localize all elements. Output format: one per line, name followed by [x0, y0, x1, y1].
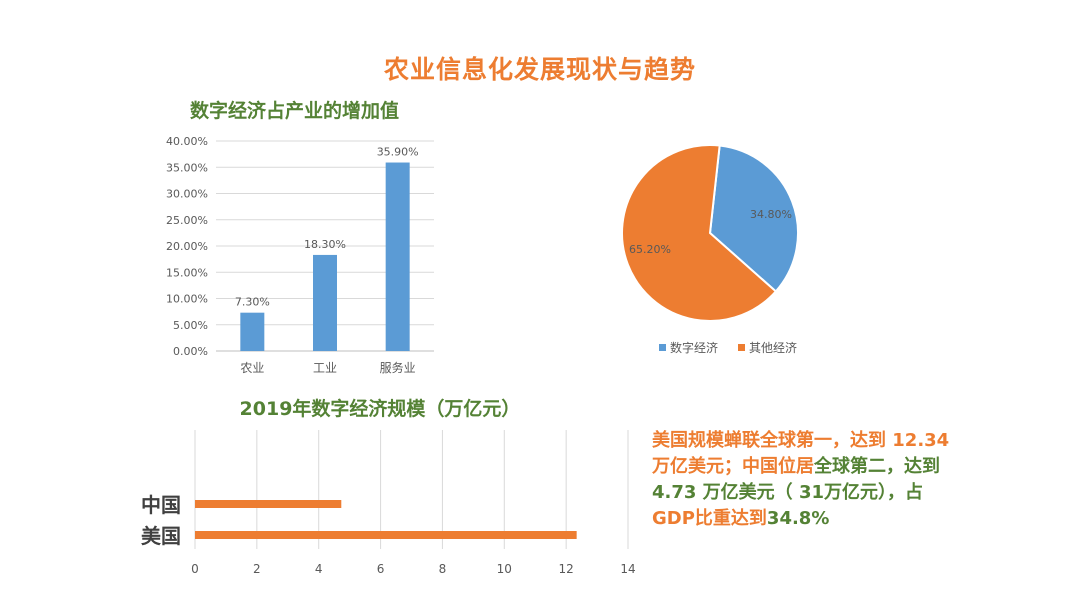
bar: [240, 312, 265, 351]
y-category-label: 中国: [141, 493, 181, 517]
x-tick-label: 10: [497, 562, 512, 576]
y-tick-label: 40.00%: [166, 135, 208, 148]
bar: [313, 254, 337, 351]
pie-slice: [708, 144, 799, 293]
hbar: [195, 531, 577, 539]
bar-chart-title: 数字经济占产业的增加值: [190, 100, 400, 122]
description-line-1: 美国规模蝉联全球第一，达到 12.34: [652, 430, 950, 451]
x-tick-label: 工业: [313, 361, 337, 375]
page-title: 农业信息化发展现状与趋势: [383, 55, 696, 84]
description-line-4b: 34.8%: [766, 508, 830, 529]
pie-data-label: 34.80%: [750, 208, 792, 221]
x-tick-label: 2: [253, 562, 261, 576]
bar-data-label: 18.30%: [304, 238, 346, 251]
x-tick-label: 12: [559, 562, 574, 576]
y-tick-label: 30.00%: [166, 188, 208, 201]
hbar: [195, 500, 342, 508]
hbar-chart-title: 2019年数字经济规模（万亿元）: [239, 398, 521, 420]
legend-swatch: [659, 344, 666, 351]
description-line-4: GDP比重达到34.8%: [652, 506, 1072, 532]
description-line-3: 4.73 万亿美元（ 31万亿元），占: [652, 482, 923, 503]
x-tick-label: 8: [439, 562, 447, 576]
bar: [385, 162, 410, 351]
legend-label: 其他经济: [749, 340, 797, 355]
bar-data-label: 7.30%: [235, 296, 270, 309]
bar-data-label: 35.90%: [377, 146, 419, 159]
y-tick-label: 20.00%: [166, 240, 208, 253]
legend-swatch: [738, 344, 745, 351]
pie-data-label: 65.20%: [629, 243, 671, 256]
y-tick-label: 0.00%: [173, 345, 208, 358]
y-tick-label: 25.00%: [166, 214, 208, 227]
pie-slice: [621, 144, 778, 322]
x-tick-label: 14: [620, 562, 635, 576]
x-tick-label: 农业: [240, 361, 264, 375]
x-tick-label: 4: [315, 562, 323, 576]
description-text: 美国规模蝉联全球第一，达到 12.34 万亿美元；中国位居全球第二，达到 4.7…: [652, 428, 1072, 532]
y-tick-label: 15.00%: [166, 266, 208, 279]
legend-label: 数字经济: [670, 340, 718, 355]
description-line-2b: 全球第二，达到: [814, 456, 940, 477]
y-tick-label: 35.00%: [166, 161, 208, 174]
x-tick-label: 6: [377, 562, 385, 576]
y-category-label: 美国: [141, 524, 181, 548]
description-line-2: 万亿美元；中国位居全球第二，达到: [652, 454, 1072, 480]
description-line-2a: 万亿美元；中国位居: [652, 456, 814, 477]
x-tick-label: 服务业: [380, 360, 416, 375]
x-tick-label: 0: [191, 562, 199, 576]
description-line-4a: GDP比重达到: [652, 508, 767, 529]
y-tick-label: 10.00%: [166, 293, 208, 306]
y-tick-label: 5.00%: [173, 319, 208, 332]
